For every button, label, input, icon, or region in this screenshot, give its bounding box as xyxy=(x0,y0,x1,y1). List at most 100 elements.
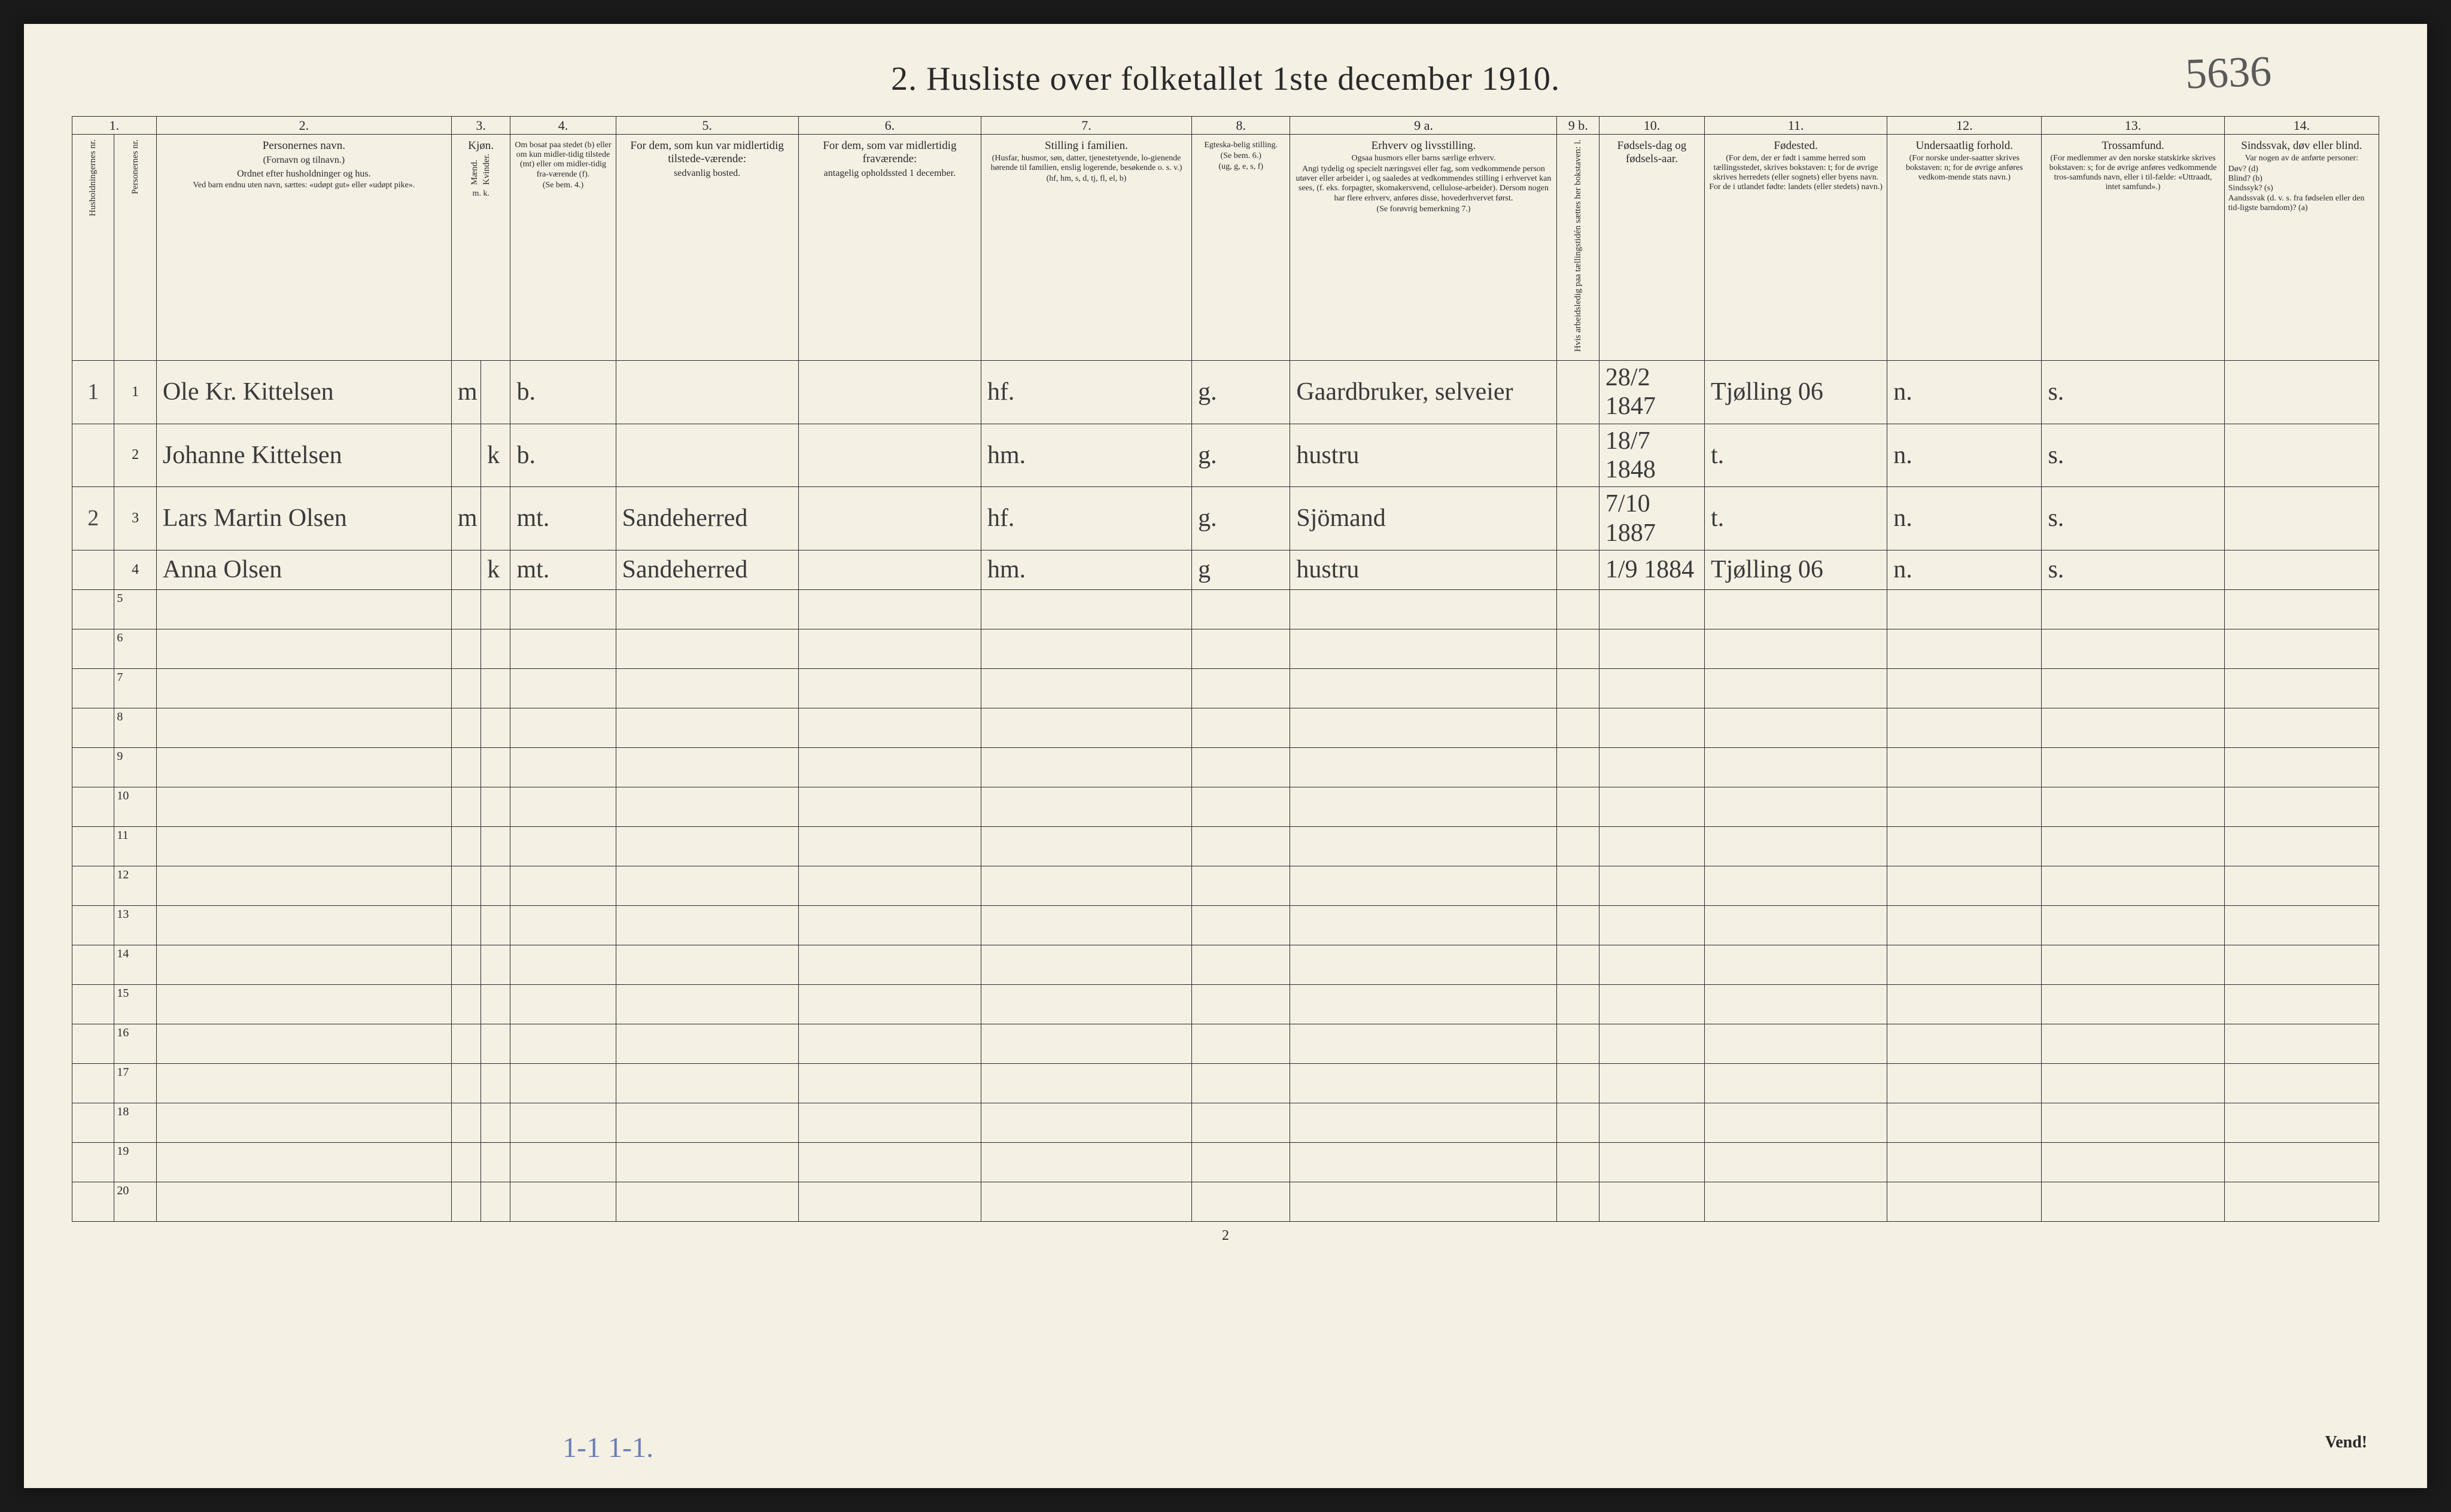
cell xyxy=(798,487,981,550)
hdr-c5: For dem, som kun var midlertidig tilsted… xyxy=(616,135,798,361)
cell xyxy=(481,1182,510,1221)
cell xyxy=(1599,787,1704,826)
cell: 1 xyxy=(72,361,114,424)
cell xyxy=(1704,589,1887,629)
cell xyxy=(451,1063,481,1103)
colnum-7: 7. xyxy=(981,117,1191,135)
cell: 13 xyxy=(114,905,156,945)
cell xyxy=(798,708,981,747)
cell xyxy=(72,1142,114,1182)
colnum-2: 2. xyxy=(156,117,451,135)
cell xyxy=(2042,589,2224,629)
cell xyxy=(510,1182,616,1221)
cell xyxy=(1192,708,1290,747)
table-row: 11 xyxy=(72,826,2379,866)
cell xyxy=(616,629,798,668)
cell xyxy=(1290,787,1557,826)
cell xyxy=(981,629,1191,668)
hdr-c10: Fødsels-dag og fødsels-aar. xyxy=(1599,135,1704,361)
cell xyxy=(2224,424,2379,487)
cell xyxy=(1887,708,2042,747)
cell xyxy=(1599,984,1704,1024)
cell: 8 xyxy=(114,708,156,747)
table-row: 12 xyxy=(72,866,2379,905)
table-row: 5 xyxy=(72,589,2379,629)
cell xyxy=(510,629,616,668)
cell xyxy=(510,984,616,1024)
hdr-pnum: Personernes nr. xyxy=(114,135,156,361)
cell xyxy=(451,550,481,589)
cell: k xyxy=(481,550,510,589)
cell xyxy=(2224,1182,2379,1221)
cell xyxy=(981,1182,1191,1221)
column-number-row: 1. 2. 3. 4. 5. 6. 7. 8. 9 a. 9 b. 10. 11… xyxy=(72,117,2379,135)
table-row: 7 xyxy=(72,668,2379,708)
cell xyxy=(2224,747,2379,787)
cell xyxy=(1704,1103,1887,1142)
cell xyxy=(798,1182,981,1221)
cell xyxy=(2042,984,2224,1024)
cell: Gaardbruker, selveier xyxy=(1290,361,1557,424)
cell xyxy=(1887,984,2042,1024)
cell xyxy=(616,866,798,905)
table-row: 8 xyxy=(72,708,2379,747)
cell xyxy=(1704,1182,1887,1221)
table-row: 17 xyxy=(72,1063,2379,1103)
cell: k xyxy=(481,424,510,487)
cell xyxy=(2042,668,2224,708)
cell xyxy=(1557,945,1599,984)
cell xyxy=(1704,866,1887,905)
census-table: 1. 2. 3. 4. 5. 6. 7. 8. 9 a. 9 b. 10. 11… xyxy=(72,116,2379,1222)
cell xyxy=(1557,1142,1599,1182)
colnum-9a: 9 a. xyxy=(1290,117,1557,135)
cell xyxy=(481,361,510,424)
cell xyxy=(510,708,616,747)
cell xyxy=(510,1103,616,1142)
cell xyxy=(798,1024,981,1063)
cell xyxy=(1557,550,1599,589)
cell xyxy=(481,826,510,866)
cell xyxy=(1887,1103,2042,1142)
cell xyxy=(1290,905,1557,945)
cell: 6 xyxy=(114,629,156,668)
cell xyxy=(798,984,981,1024)
cell xyxy=(510,905,616,945)
cell xyxy=(798,747,981,787)
cell xyxy=(156,826,451,866)
cell xyxy=(2224,787,2379,826)
cell: Sandeherred xyxy=(616,487,798,550)
hdr-c6: For dem, som var midlertidig fraværende:… xyxy=(798,135,981,361)
table-row: 19 xyxy=(72,1142,2379,1182)
cell xyxy=(616,1182,798,1221)
cell: n. xyxy=(1887,550,2042,589)
cell xyxy=(1599,708,1704,747)
cell xyxy=(1192,984,1290,1024)
cell xyxy=(981,1142,1191,1182)
cell xyxy=(72,668,114,708)
cell xyxy=(72,1103,114,1142)
hdr-c9a: Erhverv og livsstilling. Ogsaa husmors e… xyxy=(1290,135,1557,361)
cell xyxy=(616,1142,798,1182)
cell xyxy=(1887,945,2042,984)
cell xyxy=(2042,945,2224,984)
footer-handwritten: 1-1 1-1. xyxy=(562,1431,653,1464)
cell xyxy=(2224,1024,2379,1063)
cell xyxy=(1192,1182,1290,1221)
cell xyxy=(481,487,510,550)
cell: b. xyxy=(510,361,616,424)
table-row: 2Johanne Kittelsenkb.hm.g.hustru18/7 184… xyxy=(72,424,2379,487)
cell xyxy=(2224,945,2379,984)
table-row: 9 xyxy=(72,747,2379,787)
colnum-4: 4. xyxy=(510,117,616,135)
cell: mt. xyxy=(510,487,616,550)
cell xyxy=(616,1024,798,1063)
cell xyxy=(1599,905,1704,945)
cell xyxy=(1704,1024,1887,1063)
cell xyxy=(72,905,114,945)
cell: hf. xyxy=(981,361,1191,424)
cell xyxy=(1704,708,1887,747)
cell xyxy=(1704,747,1887,787)
handwritten-id: 5636 xyxy=(2185,47,2273,99)
cell xyxy=(1704,629,1887,668)
cell xyxy=(1290,589,1557,629)
